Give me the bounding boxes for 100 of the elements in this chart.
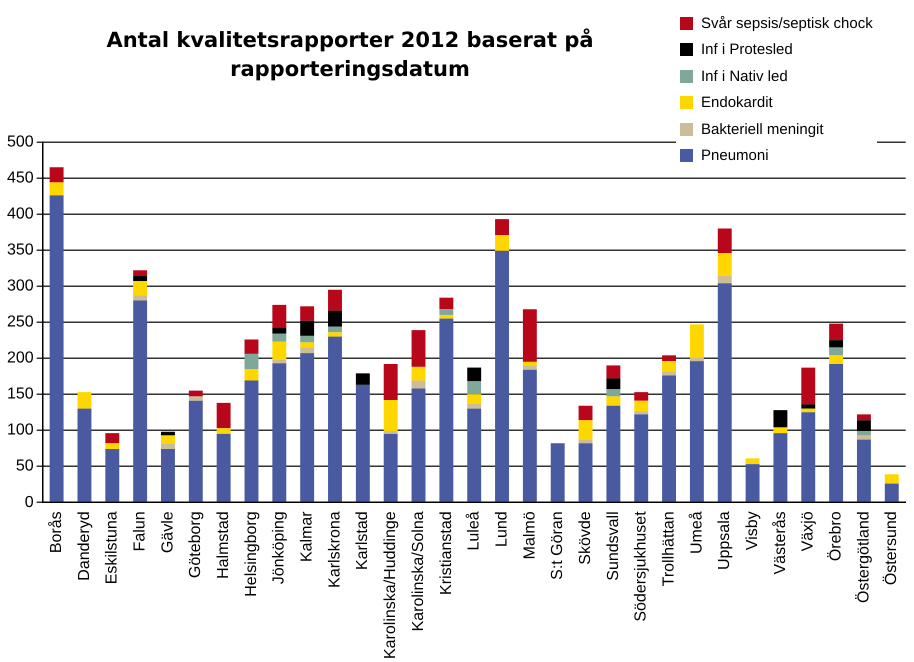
bar	[773, 427, 788, 434]
bar	[495, 250, 509, 502]
bar	[300, 347, 314, 354]
bar	[328, 290, 342, 311]
bar	[634, 400, 648, 412]
bar	[718, 252, 732, 276]
y-tick-label: 450	[6, 169, 34, 186]
bar	[829, 364, 844, 502]
bar	[606, 365, 620, 378]
bar	[439, 298, 454, 310]
x-tick-label: Växjö	[800, 511, 817, 552]
bar	[356, 384, 370, 502]
bar	[77, 392, 92, 409]
bar	[133, 270, 148, 276]
bar	[773, 410, 788, 428]
bar	[412, 380, 426, 388]
bar	[662, 376, 676, 502]
bar	[718, 276, 732, 284]
bar	[216, 402, 231, 428]
x-tick-label: Örebro	[826, 511, 844, 562]
bar	[522, 362, 537, 366]
bar	[161, 435, 175, 444]
bar	[522, 309, 537, 362]
bar	[746, 458, 760, 464]
bar	[634, 412, 648, 414]
bar	[272, 342, 286, 360]
bar	[801, 404, 816, 409]
bar	[161, 449, 175, 502]
bar	[467, 368, 482, 382]
y-tick-label: 400	[6, 205, 34, 222]
x-tick-label: Karolinska/Huddinge	[382, 511, 400, 660]
bar	[662, 371, 676, 376]
bar	[300, 306, 314, 321]
bar	[634, 392, 648, 401]
bar	[50, 167, 64, 182]
bar	[244, 339, 258, 354]
y-tick-label: 350	[6, 242, 34, 259]
y-tick-label: 0	[24, 494, 34, 511]
bar	[105, 433, 120, 444]
bar	[412, 366, 426, 381]
bar	[495, 234, 509, 251]
x-tick-label: Jönköping	[270, 511, 288, 584]
bar	[133, 296, 148, 301]
x-tick-label: Trollhättan	[660, 511, 678, 586]
bar	[801, 408, 816, 412]
bar	[690, 357, 704, 362]
x-tick-label: Danderyd	[76, 511, 93, 581]
x-tick-label: Falun	[132, 511, 149, 552]
legend-label: Pneumoni	[701, 147, 769, 164]
y-tick-label: 50	[16, 458, 34, 475]
bar	[244, 354, 258, 370]
x-tick-label: Halmstad	[215, 511, 232, 579]
bar	[856, 435, 871, 440]
x-tick-label: Umeå	[688, 511, 706, 554]
x-tick-label: Borås	[48, 511, 66, 554]
x-tick-label: Östergötland	[854, 511, 872, 603]
y-tick-label: 500	[6, 133, 34, 150]
bar	[77, 408, 92, 502]
x-tick-label: Södersjukhuset	[632, 510, 650, 622]
bar	[801, 368, 816, 404]
bar	[495, 219, 509, 235]
x-tick-label: Kalmar	[298, 510, 316, 562]
bar	[300, 353, 314, 502]
bar	[467, 381, 482, 394]
bar	[439, 314, 454, 319]
bar	[244, 380, 258, 502]
bar	[105, 449, 120, 502]
bar	[328, 332, 342, 337]
chart-title: Antal kvalitetsrapporter 2012 baserat på rapporteringsdatum	[105, 27, 595, 83]
bar	[578, 420, 593, 440]
x-tick-label: Lund	[493, 511, 510, 547]
legend-label: Inf i Protesled	[701, 41, 793, 58]
bar	[384, 364, 398, 400]
x-tick-label: Kristianstad	[438, 511, 455, 595]
bar	[718, 228, 732, 253]
bar	[50, 182, 64, 196]
bar	[133, 276, 148, 282]
legend-label: Inf i Nativ led	[701, 68, 788, 85]
x-tick-label: Sundsvall	[604, 511, 622, 581]
bar	[829, 324, 844, 340]
bar	[272, 304, 286, 328]
x-tick-label: Helsingborg	[242, 511, 260, 597]
bar	[356, 373, 370, 385]
bar	[272, 334, 286, 342]
bar	[105, 443, 120, 450]
bar	[50, 195, 64, 502]
x-tick-label: Eskilstuna	[104, 511, 121, 584]
bar	[550, 443, 565, 502]
bar	[328, 326, 342, 332]
bar	[300, 320, 314, 336]
bar	[328, 336, 342, 502]
x-tick-label: Göteborg	[187, 511, 204, 578]
bar	[884, 474, 899, 484]
bar	[467, 394, 482, 404]
bar	[578, 440, 593, 444]
x-tick-label: Karolinska/Solna	[410, 511, 427, 632]
bar	[801, 412, 816, 502]
bar	[606, 389, 620, 396]
bar	[578, 406, 593, 420]
bar	[856, 420, 871, 431]
